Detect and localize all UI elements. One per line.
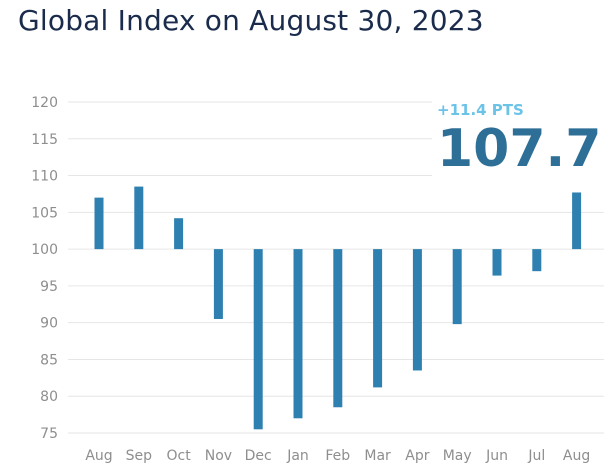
value-callout: +11.4 PTS 107.7 [432,92,604,184]
y-tick-label: 115 [31,132,58,148]
y-tick-label: 100 [31,242,58,258]
bar-dec-4 [253,249,263,430]
bar-aug-0 [94,197,104,250]
bar-mar-7 [373,249,383,388]
x-tick-label: Jul [527,448,545,464]
current-value: 107.7 [437,119,601,179]
y-tick-label: 75 [40,426,58,442]
x-tick-label: Apr [405,448,429,464]
y-tick-label: 105 [31,205,58,221]
y-tick-label: 85 [40,352,58,368]
y-tick-label: 110 [31,169,58,185]
bar-sep-1 [134,186,144,250]
bars [94,186,582,430]
callout-background [432,92,604,184]
y-tick-label: 90 [40,316,58,332]
x-tick-label: Mar [364,448,391,464]
y-tick-label: 95 [40,279,58,295]
bar-apr-8 [412,249,422,371]
chart-title: Global Index on August 30, 2023 [18,4,484,37]
bar-jun-10 [492,249,502,276]
x-tick-label: Aug [563,448,590,464]
bar-jan-5 [293,249,303,419]
x-tick-label: Jun [485,448,508,464]
bar-nov-3 [213,249,223,319]
y-tick-label: 120 [31,95,58,111]
x-tick-label: Sep [126,448,153,464]
bar-oct-2 [174,218,184,250]
x-tick-label: Jan [286,448,309,464]
x-axis-ticks: Aug Sep Oct Nov Dec Jan Feb Mar Apr May Jun Jul Aug [85,448,590,464]
y-tick-label: 80 [40,389,58,405]
x-tick-label: May [443,448,472,464]
bar-may-9 [452,249,462,325]
x-tick-label: Dec [245,448,272,464]
bar-jul-11 [532,249,542,272]
y-axis-ticks: 75 80 85 90 95 100 105 110 115 120 [31,95,58,442]
x-tick-label: Aug [85,448,112,464]
bar-aug-12 [572,192,582,250]
x-tick-label: Nov [205,448,232,464]
bar-feb-6 [333,249,343,408]
x-tick-label: Oct [166,448,191,464]
x-tick-label: Feb [325,448,350,464]
change-label: +11.4 PTS [437,101,524,119]
